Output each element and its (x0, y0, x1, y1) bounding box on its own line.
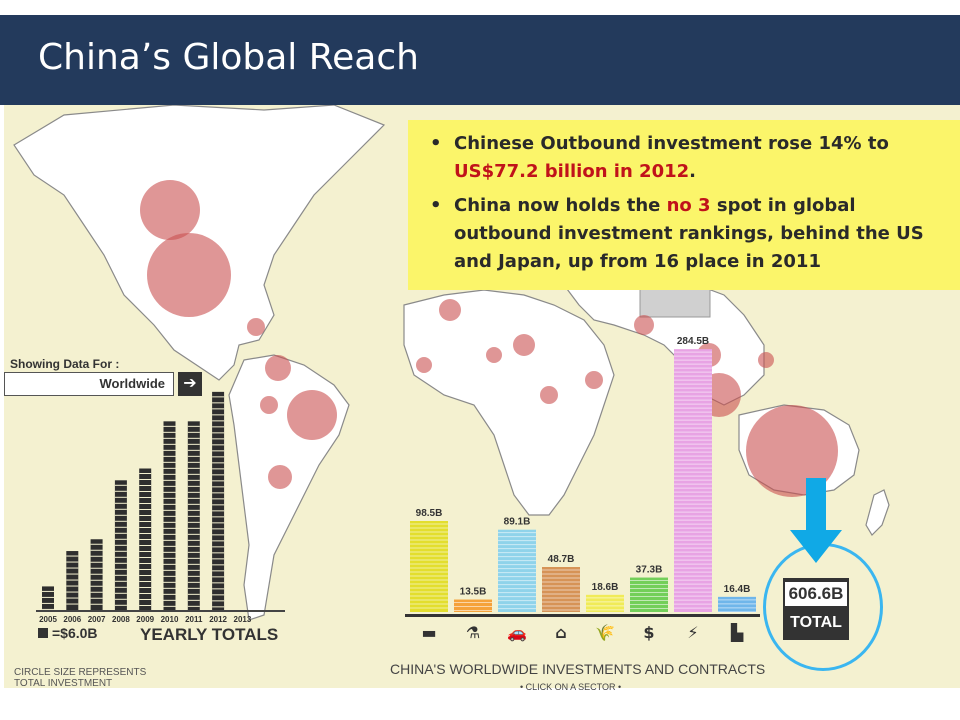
sector-bar[interactable] (410, 521, 448, 612)
yearly-tick-label: 2007 (88, 615, 106, 624)
metal-bar-icon[interactable]: ▬ (421, 623, 436, 642)
sector-bar-label: 98.5B (416, 508, 443, 519)
yearly-tick-label: 2013 (234, 615, 252, 624)
investment-circle[interactable] (260, 396, 278, 414)
callout-bullet-2: China now holds the no 3 spot in global … (430, 192, 940, 276)
investment-circle[interactable] (513, 334, 535, 356)
sector-bar-group[interactable]: 98.5B (410, 508, 448, 612)
yearly-totals-title: YEARLY TOTALS (140, 625, 279, 644)
yearly-tick-label: 2009 (136, 615, 154, 624)
investment-circle[interactable] (634, 315, 654, 335)
slide-title: China’s Global Reach (38, 37, 419, 78)
chemical-icon[interactable]: ⚗ (466, 623, 480, 642)
investment-circle[interactable] (147, 233, 231, 317)
yearly-tick-label: 2012 (209, 615, 227, 624)
investment-circle[interactable] (585, 371, 603, 389)
sector-bar-group[interactable]: 284.5B (674, 336, 712, 612)
new-zealand-shape (865, 489, 890, 536)
sector-bar-label: 284.5B (677, 336, 709, 347)
investment-circle[interactable] (247, 318, 265, 336)
sector-bar-label: 18.6B (592, 582, 619, 593)
circle-size-note: CIRCLE SIZE REPRESENTS TOTAL INVESTMENT (14, 667, 147, 689)
house-icon[interactable]: ⌂ (555, 623, 566, 642)
sector-baseline (405, 614, 760, 617)
callout-box: Chinese Outbound investment rose 14% to … (408, 120, 960, 290)
wheat-icon[interactable]: 🌾 (595, 623, 615, 642)
total-highlight-ring (763, 543, 883, 671)
sector-chart-title: CHINA'S WORLDWIDE INVESTMENTS AND CONTRA… (390, 661, 766, 677)
sector-bar-group[interactable]: 48.7B (542, 554, 580, 612)
factory-icon[interactable]: ▙ (730, 623, 744, 642)
africa-shape (403, 289, 615, 516)
yearly-tick-label: 2011 (185, 615, 203, 624)
data-selector-label: Showing Data For : (10, 357, 120, 371)
sector-bar-group[interactable]: 37.3B (630, 565, 668, 612)
yearly-bar[interactable] (42, 586, 54, 610)
yearly-tick-label: 2010 (161, 615, 179, 624)
sector-bar-group[interactable]: 18.6B (586, 582, 624, 612)
investment-circle[interactable] (140, 180, 200, 240)
sector-bar-label: 13.5B (460, 587, 487, 598)
sector-bar[interactable] (586, 594, 624, 612)
investment-circles (140, 180, 838, 497)
sector-bar[interactable] (630, 577, 668, 612)
yearly-bar[interactable] (212, 391, 225, 610)
yearly-tick-label: 2006 (63, 615, 81, 624)
sector-bar-label: 48.7B (548, 554, 575, 565)
yearly-tick-label: 2005 (39, 615, 57, 624)
callout-bullets: Chinese Outbound investment rose 14% to … (430, 130, 940, 276)
sector-bar[interactable] (718, 596, 756, 612)
callout-bullet-1: Chinese Outbound investment rose 14% to … (430, 130, 940, 186)
legend-square-icon (38, 628, 48, 638)
callout-highlight-1: US$77.2 billion in 2012 (454, 161, 690, 182)
sector-chart-subtitle: • CLICK ON A SECTOR • (520, 682, 622, 692)
sector-bar-group[interactable]: 16.4B (718, 584, 756, 613)
dollar-icon[interactable]: $ (643, 623, 654, 642)
title-bar: China’s Global Reach (0, 15, 960, 105)
investment-circle[interactable] (758, 352, 774, 368)
investment-circle[interactable] (439, 299, 461, 321)
yearly-tick-label: 2008 (112, 615, 130, 624)
investment-circle[interactable] (540, 386, 558, 404)
car-bus-icon[interactable]: 🚗 (507, 623, 527, 642)
sector-bar-label: 16.4B (724, 584, 751, 595)
investment-circle[interactable] (416, 357, 432, 373)
arrow-right-icon[interactable]: ➔ (178, 372, 202, 396)
investment-circle[interactable] (268, 465, 292, 489)
sector-bar-group[interactable]: 13.5B (454, 587, 492, 612)
investment-circle[interactable] (265, 355, 291, 381)
yearly-legend-key: =$6.0B (38, 625, 98, 641)
investment-circle[interactable] (746, 405, 838, 497)
sector-bar[interactable] (498, 529, 536, 612)
callout-highlight-2: no 3 (666, 195, 711, 216)
sector-bar-label: 89.1B (504, 517, 531, 528)
investment-circle[interactable] (287, 390, 337, 440)
lightning-icon[interactable]: ⚡ (687, 623, 698, 642)
region-select[interactable]: Worldwide (4, 372, 174, 396)
sector-bar-label: 37.3B (636, 565, 663, 576)
sector-bar-group[interactable]: 89.1B (498, 517, 536, 612)
investment-circle[interactable] (486, 347, 502, 363)
